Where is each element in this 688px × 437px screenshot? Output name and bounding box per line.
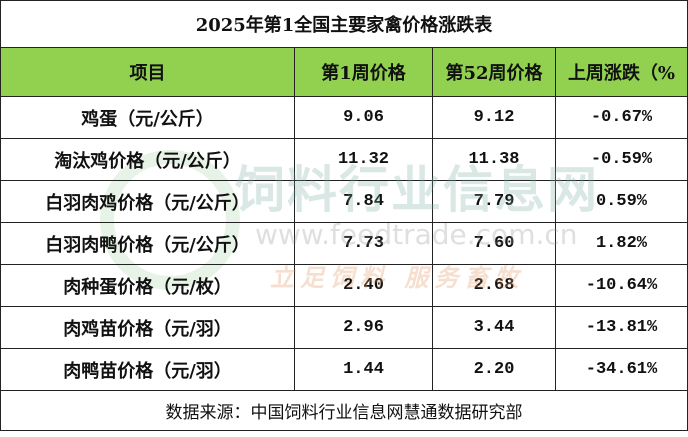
footer-row: 数据来源：中国饲料行业信息网慧通数据研究部 bbox=[0, 390, 688, 431]
value-cell: 7.73 bbox=[294, 222, 433, 265]
value-cell: 11.32 bbox=[294, 138, 433, 181]
value-cell: 2.20 bbox=[432, 348, 556, 391]
item-cell: 白羽肉鸭价格（元/公斤） bbox=[0, 222, 295, 265]
header-cell: 第52周价格 bbox=[432, 47, 556, 97]
header-row: 项目 第1周价格 第52周价格 上周涨跌（% bbox=[0, 47, 688, 97]
item-cell: 淘汰鸡价格（元/公斤） bbox=[0, 138, 295, 181]
value-cell: 7.84 bbox=[294, 180, 433, 223]
source-note: 数据来源：中国饲料行业信息网慧通数据研究部 bbox=[0, 390, 688, 431]
table-row: 肉种蛋价格（元/枚） 2.40 2.68 -10.64% bbox=[0, 264, 688, 307]
item-cell: 鸡蛋（元/公斤） bbox=[0, 96, 295, 139]
value-cell: 3.44 bbox=[432, 306, 556, 349]
value-cell: -0.67% bbox=[555, 96, 688, 139]
table-row: 肉鸭苗价格（元/羽） 1.44 2.20 -34.61% bbox=[0, 348, 688, 391]
value-cell: 11.38 bbox=[432, 138, 556, 181]
table-row: 鸡蛋（元/公斤） 9.06 9.12 -0.67% bbox=[0, 96, 688, 139]
item-cell: 肉种蛋价格（元/枚） bbox=[0, 264, 295, 307]
value-cell: -13.81% bbox=[555, 306, 688, 349]
value-cell: 2.68 bbox=[432, 264, 556, 307]
value-cell: 1.44 bbox=[294, 348, 433, 391]
item-cell: 肉鸡苗价格（元/羽） bbox=[0, 306, 295, 349]
value-cell: -10.64% bbox=[555, 264, 688, 307]
item-cell: 肉鸭苗价格（元/羽） bbox=[0, 348, 295, 391]
value-cell: 7.60 bbox=[432, 222, 556, 265]
value-cell: 1.82% bbox=[555, 222, 688, 265]
table-row: 肉鸡苗价格（元/羽） 2.96 3.44 -13.81% bbox=[0, 306, 688, 349]
value-cell: 9.06 bbox=[294, 96, 433, 139]
table-title: 2025年第1全国主要家禽价格涨跌表 bbox=[0, 0, 688, 48]
value-cell: 0.59% bbox=[555, 180, 688, 223]
table-row: 白羽肉鸡价格（元/公斤） 7.84 7.79 0.59% bbox=[0, 180, 688, 223]
header-cell: 上周涨跌（% bbox=[555, 47, 688, 97]
value-cell: 7.79 bbox=[432, 180, 556, 223]
value-cell: 9.12 bbox=[432, 96, 556, 139]
table-row: 淘汰鸡价格（元/公斤） 11.32 11.38 -0.59% bbox=[0, 138, 688, 181]
value-cell: 2.96 bbox=[294, 306, 433, 349]
value-cell: 2.40 bbox=[294, 264, 433, 307]
header-cell: 项目 bbox=[0, 47, 295, 97]
value-cell: -34.61% bbox=[555, 348, 688, 391]
item-cell: 白羽肉鸡价格（元/公斤） bbox=[0, 180, 295, 223]
header-cell: 第1周价格 bbox=[294, 47, 433, 97]
table-row: 白羽肉鸭价格（元/公斤） 7.73 7.60 1.82% bbox=[0, 222, 688, 265]
value-cell: -0.59% bbox=[555, 138, 688, 181]
